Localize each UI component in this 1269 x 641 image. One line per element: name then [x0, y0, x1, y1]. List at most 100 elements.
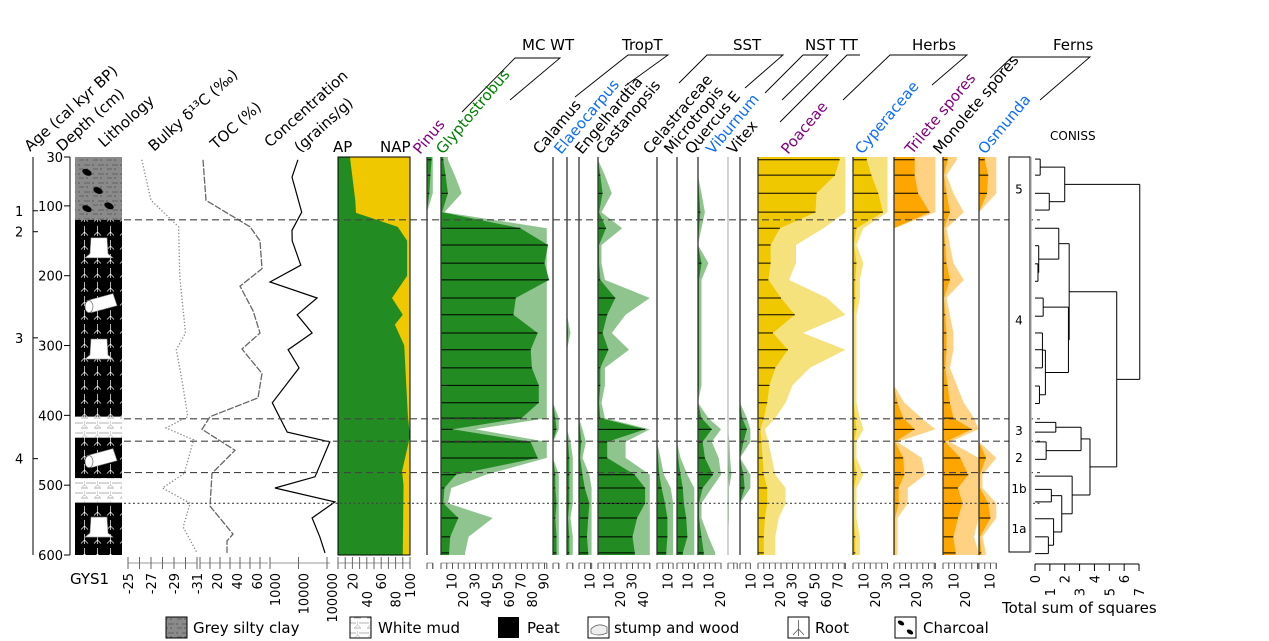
axis-tick-label: 20 — [869, 591, 884, 608]
axis-tick-label: 10 — [745, 573, 760, 590]
axis-tick-label: 30 — [922, 573, 937, 590]
ap-area — [338, 157, 410, 555]
axis-tick-label: 80 — [390, 591, 405, 608]
coniss-axis-tick-label: 3 — [1074, 588, 1089, 596]
ap-nap-panel — [337, 156, 411, 556]
group-label-herbs: Herbs — [912, 36, 956, 54]
root-icon — [787, 616, 810, 639]
header-ap: AP — [333, 138, 352, 156]
axis-tick-label: 10 — [682, 573, 697, 590]
header-nap: NAP — [380, 138, 411, 156]
coniss-axis-tick-label: 5 — [1103, 588, 1118, 596]
axis-tick-label: 20 — [774, 591, 789, 608]
age-tick-label: 2 — [15, 226, 23, 241]
coniss-axis-label: Total sum of squares — [1001, 599, 1157, 617]
taxon-area-cyperaceae — [853, 157, 883, 555]
axis-tick-label: 10 — [858, 573, 873, 590]
taxon-area-glyptostrobus — [441, 157, 550, 555]
taxon-exaggeration-trilete-spores — [894, 157, 936, 555]
taxon-exaggeration-pinus — [427, 157, 433, 555]
axis-tick-label: 10 — [763, 573, 778, 590]
axis-tick-label: 70 — [515, 573, 530, 590]
axis-tick-label: 40 — [637, 591, 652, 608]
axis-tick-label: 10 — [948, 573, 963, 590]
taxon-area-castanopsis — [598, 157, 646, 555]
charcoal-icon — [894, 616, 917, 639]
coniss-title: CONISS — [1050, 129, 1096, 143]
axis-tick-label: 90 — [538, 573, 553, 590]
stump-icon — [84, 338, 114, 360]
axis-tick-label: 20 — [959, 591, 974, 608]
concentration-curve — [268, 159, 337, 554]
taxa-panels — [426, 157, 997, 555]
axis-tick-label: -29 — [168, 573, 183, 594]
charcoal-icon — [82, 205, 92, 213]
taxon-area-engelhardtia — [579, 157, 590, 555]
axis-tick-label: 60 — [820, 591, 835, 608]
coniss-axis-tick-label: 4 — [1088, 575, 1103, 583]
legend-item-stump-wood: stump and wood — [587, 616, 739, 639]
axis-tick-label: 40 — [480, 591, 495, 608]
axis-tick-label: 40 — [797, 591, 812, 608]
lithology-column — [75, 157, 122, 555]
taxon-area-trilete-spores — [894, 157, 930, 555]
core-label: GYS1 — [70, 570, 109, 588]
lithology-layer — [75, 478, 122, 503]
zone-boundary-lines — [124, 219, 1040, 504]
taxon-exaggeration-engelhardtia — [579, 157, 592, 555]
grey-silty-clay-icon — [165, 616, 188, 639]
group-labels: MC WT TropT SST NST TT Herbs Ferns — [461, 36, 1093, 123]
charcoal-icon — [82, 168, 92, 176]
axis-tick-label: 10 — [703, 573, 718, 590]
taxon-area-pinus — [427, 157, 432, 555]
zone-label: 4 — [1015, 313, 1023, 327]
group-label-nst-tt: NST TT — [805, 36, 859, 54]
legend-label: Peat — [527, 619, 560, 637]
age-tick-label: 3 — [15, 332, 23, 347]
age-tick-label: 4 — [15, 453, 23, 468]
taxon-exaggeration-vitex — [740, 157, 751, 555]
wood-end-icon — [84, 455, 94, 468]
legend-label: Grey silty clay — [193, 619, 300, 637]
axis-tick-label: 10 — [984, 573, 999, 590]
axis-tick-label: 30 — [469, 573, 484, 590]
zone-label: 3 — [1015, 424, 1023, 438]
axis-tick-label: 10 — [446, 573, 461, 590]
legend-label: stump and wood — [614, 619, 739, 637]
lithology-layer — [75, 416, 122, 438]
coniss-axis-tick-label: 1 — [1044, 588, 1059, 596]
coniss-axis-tick-label: 6 — [1118, 575, 1133, 583]
axis-tick-label: 20 — [614, 591, 629, 608]
zone-label: 1a — [1012, 522, 1027, 536]
axis-tick-label: 80 — [526, 591, 541, 608]
taxon-exaggeration-quercus-e — [698, 157, 721, 555]
d13c-curve — [141, 159, 198, 554]
group-label-ferns: Ferns — [1053, 36, 1093, 54]
axis-tick-label: 20 — [457, 591, 472, 608]
coniss-axis-tick-label: 2 — [1059, 575, 1074, 583]
taxon-exaggeration-poaceae — [758, 157, 846, 555]
coniss-axis-tick-label: 7 — [1133, 588, 1148, 596]
axis-tick-label: 30 — [626, 573, 641, 590]
depth-tick-label: 300 — [38, 340, 63, 355]
legend-item-grey-silty-clay: Grey silty clay — [165, 616, 300, 639]
group-label-tropt: TropT — [621, 36, 663, 54]
stump-icon — [84, 516, 114, 538]
axis-tick-label: 10000 — [298, 573, 313, 614]
legend-item-peat: Peat — [498, 617, 560, 638]
axis-tick-label: 30 — [786, 573, 801, 590]
taxon-area-quercus-e — [698, 157, 713, 555]
stump-wood-icon — [587, 616, 610, 639]
axis-tick-label: 40 — [231, 573, 246, 590]
legend: Grey silty clay White mud Peat stump and… — [165, 616, 989, 639]
charcoal-icon — [93, 187, 103, 194]
axis-tick-label: 60 — [375, 573, 390, 590]
depth-tick-label: 400 — [38, 409, 63, 424]
axis-tick-label: 40 — [361, 591, 376, 608]
axis-tick-label: 60 — [251, 573, 266, 590]
axis-tick-label: 10 — [662, 573, 677, 590]
group-label-mc-wt: MC WT — [522, 36, 575, 54]
